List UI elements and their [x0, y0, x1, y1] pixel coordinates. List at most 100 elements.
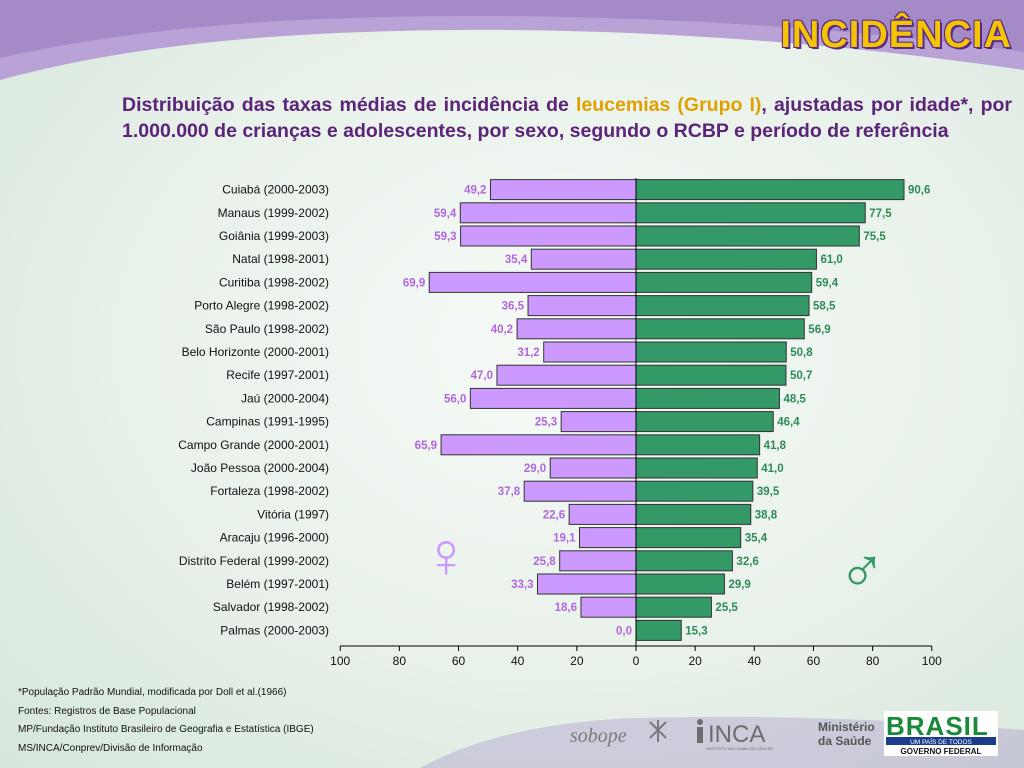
female-symbol-icon: ♀ [422, 519, 470, 591]
male-bar [635, 341, 787, 363]
female-bar [460, 225, 637, 247]
x-tick-label: 100 [330, 654, 350, 668]
female-value-label: 56,0 [444, 393, 466, 405]
female-bar [428, 271, 637, 293]
category-label: Jaú (2000-2004) [241, 391, 329, 405]
male-value-label: 48,5 [783, 393, 806, 405]
category-label: Manaus (1999-2002) [218, 206, 329, 220]
svg-text:GOVERNO FEDERAL: GOVERNO FEDERAL [901, 747, 982, 756]
female-bar [489, 179, 637, 201]
category-label: Porto Alegre (1998-2002) [194, 299, 329, 313]
footnotes: *População Padrão Mundial, modificada po… [18, 684, 314, 758]
male-value-label: 25,5 [715, 602, 738, 614]
female-bar [568, 503, 637, 525]
female-bar [560, 411, 637, 433]
male-bar [635, 480, 754, 502]
female-bar [559, 550, 637, 572]
male-bar [635, 271, 813, 293]
x-tick-label: 80 [393, 654, 407, 668]
svg-text:INCA: INCA [708, 721, 765, 748]
category-label: Recife (1997-2001) [226, 368, 329, 382]
male-bar [635, 225, 860, 247]
category-label: Belo Horizonte (2000-2001) [182, 345, 329, 359]
female-bar [523, 480, 637, 502]
male-bar [635, 364, 787, 386]
male-value-label: 50,7 [790, 370, 812, 382]
category-label: Natal (1998-2001) [232, 252, 329, 266]
female-bar [536, 573, 637, 595]
male-bar [635, 179, 905, 201]
male-bar [635, 527, 742, 549]
category-label: Palmas (2000-2003) [220, 623, 329, 637]
category-label: Belém (1997-2001) [226, 577, 329, 591]
category-label: Fortaleza (1998-2002) [210, 484, 329, 498]
category-label: Vitória (1997) [257, 507, 329, 521]
male-bar [635, 387, 780, 409]
female-value-label: 59,3 [434, 231, 456, 243]
female-bar [469, 387, 637, 409]
male-bar [635, 434, 761, 456]
male-value-label: 46,4 [777, 417, 800, 429]
female-bar [579, 527, 637, 549]
footnote: MS/INCA/Conprev/Divisão de Informação [18, 742, 203, 754]
male-value-label: 77,5 [869, 208, 892, 220]
subtitle-highlight: leucemias (Grupo I) [576, 94, 762, 116]
female-value-label: 31,2 [517, 347, 539, 359]
male-bar [635, 318, 805, 340]
male-bar [635, 550, 733, 572]
svg-text:INSTITUTO NACIONAL DE CÂNCER: INSTITUTO NACIONAL DE CÂNCER [706, 746, 773, 751]
female-value-label: 69,9 [403, 277, 425, 289]
female-value-label: 0,0 [616, 625, 632, 637]
category-label: Campinas (1991-1995) [206, 415, 329, 429]
female-bar [459, 202, 637, 224]
x-tick-label: 60 [452, 654, 466, 668]
male-value-label: 59,4 [816, 277, 839, 289]
female-value-label: 18,6 [555, 602, 577, 614]
female-value-label: 65,9 [415, 440, 437, 452]
svg-text:sobope: sobope [570, 725, 627, 747]
category-label: Goiânia (1999-2003) [219, 229, 329, 243]
male-value-label: 61,0 [820, 254, 842, 266]
inca-logo: INCA INSTITUTO NACIONAL DE CÂNCER [697, 719, 773, 751]
x-tick-label: 40 [748, 654, 762, 668]
female-value-label: 25,8 [533, 556, 556, 568]
male-bar [635, 202, 866, 224]
category-label: Campo Grande (2000-2001) [178, 438, 329, 452]
male-bar [635, 411, 774, 433]
female-value-label: 40,2 [491, 324, 513, 336]
female-value-label: 35,4 [505, 254, 528, 266]
male-value-label: 15,3 [685, 625, 707, 637]
female-value-label: 33,3 [511, 579, 533, 591]
male-symbol-icon: ♂ [838, 532, 886, 604]
x-tick-label: 100 [922, 654, 942, 668]
category-label: Distrito Federal (1999-2002) [179, 554, 329, 568]
male-bar [635, 573, 725, 595]
chart-subtitle: Distribuição das taxas médias de incidên… [122, 94, 1012, 142]
category-label: Curitiba (1998-2002) [219, 275, 329, 289]
female-bar [549, 457, 637, 479]
male-value-label: 50,8 [790, 347, 813, 359]
female-value-label: 49,2 [464, 185, 486, 197]
male-value-label: 75,5 [863, 231, 886, 243]
female-bar [530, 248, 637, 270]
x-tick-label: 80 [866, 654, 880, 668]
male-value-label: 32,6 [736, 556, 758, 568]
male-value-label: 41,8 [764, 440, 787, 452]
male-bar [635, 248, 817, 270]
category-label: Cuiabá (2000-2003) [222, 183, 329, 197]
male-value-label: 90,6 [908, 185, 930, 197]
svg-text:BRASIL: BRASIL [886, 711, 989, 741]
x-tick-label: 40 [511, 654, 525, 668]
male-bar [635, 457, 758, 479]
category-label: São Paulo (1998-2002) [205, 322, 329, 336]
female-bar [580, 596, 637, 618]
male-value-label: 38,8 [755, 509, 778, 521]
x-tick-label: 0 [633, 654, 640, 668]
male-bar [635, 503, 752, 525]
female-value-label: 59,4 [434, 208, 457, 220]
female-value-label: 19,1 [553, 533, 576, 545]
footer-logos: sobope INCA INSTITUTO NACIONAL DE CÂNCER… [420, 711, 1024, 768]
svg-text:da Saúde: da Saúde [818, 734, 872, 748]
male-value-label: 58,5 [813, 301, 836, 313]
sobope-logo: sobope [570, 720, 667, 747]
